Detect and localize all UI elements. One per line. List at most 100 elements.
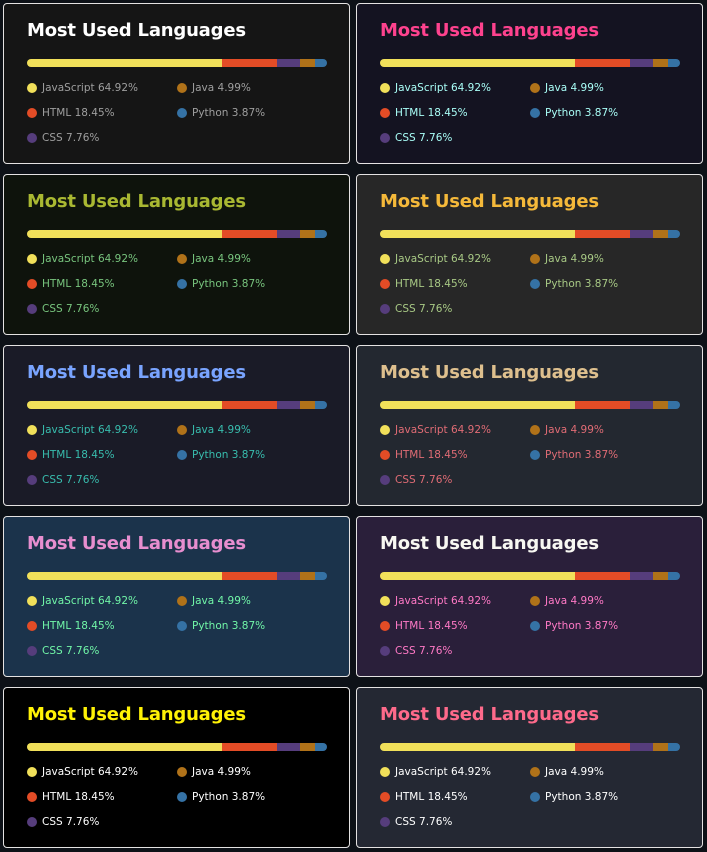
- legend-label: Java 4.99%: [192, 251, 251, 267]
- legend-label: HTML 18.45%: [42, 789, 115, 805]
- language-color-dot-icon: [27, 254, 37, 264]
- progress-segment: [653, 743, 669, 751]
- legend-label: HTML 18.45%: [42, 618, 115, 634]
- language-percent: 7.76%: [66, 132, 100, 144]
- language-legend: JavaScript 64.92% HTML 18.45% CSS 7.76% Jav…: [380, 764, 690, 844]
- legend-label: Python 3.87%: [192, 276, 265, 292]
- card-title: Most Used Languages: [380, 191, 599, 212]
- language-percent: 4.99%: [570, 424, 604, 436]
- progress-segment: [27, 230, 222, 238]
- language-percent: 64.92%: [97, 766, 139, 778]
- language-percent: 3.87%: [584, 791, 619, 803]
- progress-segment: [653, 230, 669, 238]
- language-name: Java: [545, 424, 568, 436]
- language-color-dot-icon: [530, 450, 540, 460]
- legend-label: CSS 7.76%: [395, 130, 452, 146]
- language-color-dot-icon: [380, 475, 390, 485]
- legend-label: Python 3.87%: [545, 618, 618, 634]
- progress-segment: [668, 230, 680, 238]
- progress-segment: [277, 59, 301, 67]
- legend-label: Python 3.87%: [545, 105, 618, 121]
- progress-segment: [315, 572, 327, 580]
- language-percent: 3.87%: [231, 278, 266, 290]
- language-name: CSS: [42, 303, 63, 315]
- legend-label: Java 4.99%: [545, 593, 604, 609]
- legend-label: CSS 7.76%: [42, 814, 99, 830]
- legend-label: Python 3.87%: [545, 789, 618, 805]
- language-name: Java: [545, 766, 568, 778]
- language-color-dot-icon: [380, 767, 390, 777]
- progress-segment: [300, 59, 316, 67]
- language-name: Python: [545, 278, 582, 290]
- progress-segment: [380, 743, 575, 751]
- legend-label: Java 4.99%: [545, 422, 604, 438]
- legend-label: HTML 18.45%: [395, 276, 468, 292]
- language-name: Python: [192, 449, 229, 461]
- progress-segment: [27, 59, 222, 67]
- progress-segment: [630, 572, 654, 580]
- language-name: CSS: [42, 816, 63, 828]
- language-color-dot-icon: [380, 304, 390, 314]
- language-percent: 7.76%: [66, 474, 100, 486]
- legend-label: Java 4.99%: [545, 80, 604, 96]
- language-name: HTML: [42, 449, 72, 461]
- language-progress-bar: [27, 743, 327, 751]
- legend-label: Java 4.99%: [192, 764, 251, 780]
- progress-segment: [668, 59, 680, 67]
- progress-segment: [574, 59, 631, 67]
- language-color-dot-icon: [380, 596, 390, 606]
- language-name: CSS: [395, 816, 416, 828]
- progress-segment: [630, 59, 654, 67]
- language-color-dot-icon: [27, 767, 37, 777]
- language-card: Most Used Languages JavaScript 64.92% HTML…: [356, 687, 703, 848]
- language-name: HTML: [42, 791, 72, 803]
- progress-segment: [574, 743, 631, 751]
- language-color-dot-icon: [380, 83, 390, 93]
- language-percent: 4.99%: [217, 424, 251, 436]
- legend-label: HTML 18.45%: [395, 447, 468, 463]
- legend-label: JavaScript 64.92%: [42, 80, 138, 96]
- language-color-dot-icon: [380, 450, 390, 460]
- progress-segment: [653, 572, 669, 580]
- legend-label: CSS 7.76%: [395, 472, 452, 488]
- language-name: CSS: [42, 132, 63, 144]
- language-card: Most Used Languages JavaScript 64.92% HTML…: [3, 687, 350, 848]
- language-percent: 18.45%: [74, 449, 115, 461]
- language-color-dot-icon: [380, 621, 390, 631]
- legend-label: CSS 7.76%: [395, 643, 452, 659]
- legend-label: CSS 7.76%: [395, 301, 452, 317]
- progress-segment: [574, 572, 631, 580]
- language-name: Java: [192, 595, 215, 607]
- language-color-dot-icon: [27, 621, 37, 631]
- language-color-dot-icon: [380, 646, 390, 656]
- language-name: HTML: [395, 107, 425, 119]
- progress-segment: [574, 230, 631, 238]
- language-legend: JavaScript 64.92% HTML 18.45% CSS 7.76% Jav…: [380, 422, 690, 502]
- language-name: CSS: [395, 303, 416, 315]
- progress-segment: [668, 572, 680, 580]
- progress-segment: [277, 743, 301, 751]
- language-name: CSS: [42, 474, 63, 486]
- legend-label: Java 4.99%: [192, 422, 251, 438]
- language-percent: 18.45%: [74, 791, 115, 803]
- progress-segment: [630, 230, 654, 238]
- progress-segment: [653, 59, 669, 67]
- language-name: Python: [545, 791, 582, 803]
- progress-segment: [315, 401, 327, 409]
- language-name: HTML: [395, 620, 425, 632]
- language-name: Java: [192, 82, 215, 94]
- language-percent: 18.45%: [427, 791, 468, 803]
- language-name: Java: [192, 424, 215, 436]
- language-legend: JavaScript 64.92% HTML 18.45% CSS 7.76% Jav…: [27, 593, 337, 673]
- language-name: Python: [192, 620, 229, 632]
- language-percent: 4.99%: [570, 253, 604, 265]
- language-color-dot-icon: [27, 792, 37, 802]
- progress-segment: [221, 59, 278, 67]
- legend-label: Python 3.87%: [192, 789, 265, 805]
- language-progress-bar: [380, 401, 680, 409]
- progress-segment: [668, 743, 680, 751]
- language-name: CSS: [42, 645, 63, 657]
- progress-segment: [27, 572, 222, 580]
- language-color-dot-icon: [177, 108, 187, 118]
- language-color-dot-icon: [27, 108, 37, 118]
